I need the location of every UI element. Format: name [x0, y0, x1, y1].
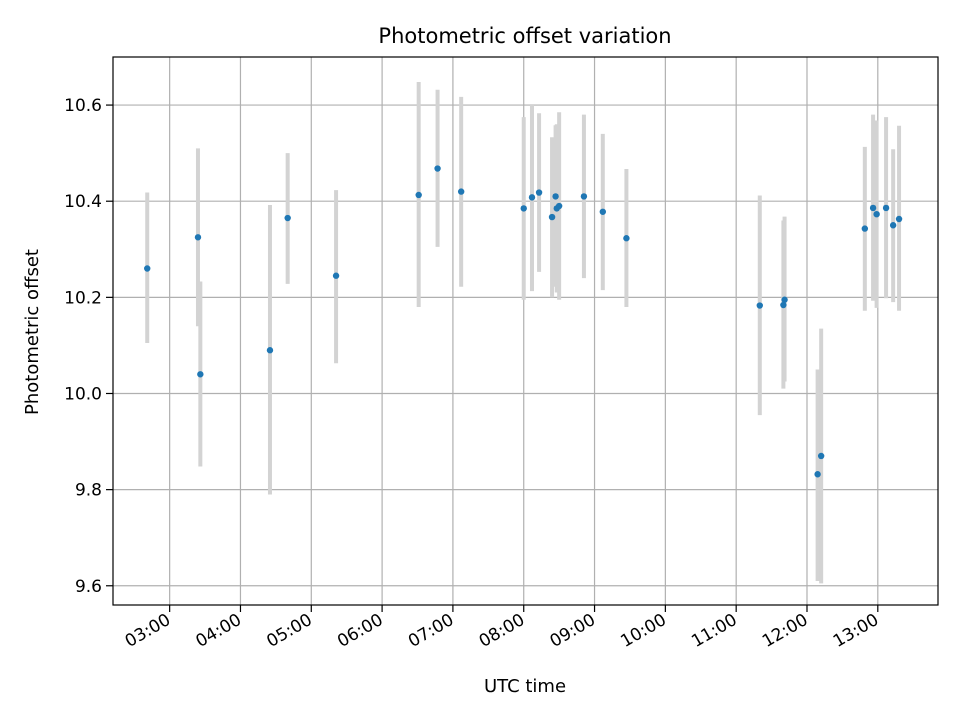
y-axis-ticks: 9.6 9.8 10.0 10.2 10.4 10.6: [64, 96, 113, 597]
data-point: [895, 215, 903, 223]
data-point: [535, 189, 543, 196]
data-point: [434, 165, 441, 172]
y-tick-label: 9.6: [75, 577, 102, 597]
data-points: [144, 165, 903, 478]
data-point: [882, 204, 890, 212]
data-point: [861, 225, 869, 232]
data-point: [580, 193, 588, 200]
data-point: [599, 208, 607, 215]
y-axis-label: Photometric offset: [22, 249, 43, 415]
data-point: [194, 234, 202, 241]
data-point: [869, 204, 877, 212]
data-point: [781, 296, 788, 303]
data-point: [284, 214, 291, 222]
data-point: [814, 471, 821, 478]
data-point: [548, 213, 556, 221]
data-point: [415, 191, 422, 199]
data-point: [266, 347, 274, 354]
y-tick-label: 10.0: [64, 384, 102, 404]
data-point: [780, 301, 787, 309]
data-point: [197, 371, 204, 378]
data-point: [889, 222, 897, 229]
data-point: [817, 452, 825, 460]
data-point: [756, 302, 763, 309]
data-point: [528, 194, 536, 201]
data-point: [623, 235, 630, 242]
y-tick-label: 10.2: [64, 288, 102, 308]
x-axis-label: UTC time: [484, 676, 566, 697]
data-point: [520, 205, 527, 212]
data-point: [457, 188, 465, 195]
data-point: [555, 202, 563, 210]
plot-frame: [112, 56, 939, 606]
y-tick-label: 9.8: [75, 481, 102, 501]
y-tick-label: 10.4: [64, 192, 102, 212]
data-point: [144, 265, 151, 272]
data-point: [332, 272, 340, 279]
y-tick-label: 10.6: [64, 96, 102, 116]
chart-title: Photometric offset variation: [378, 24, 671, 48]
data-point: [873, 210, 880, 218]
data-point: [552, 193, 559, 200]
